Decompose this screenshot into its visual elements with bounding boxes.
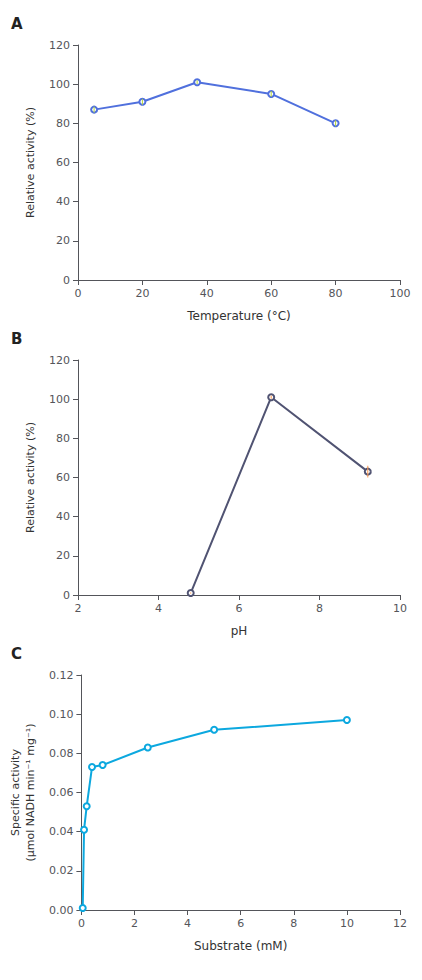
svg-text:B: B <box>11 330 22 348</box>
svg-text:Specific activity: Specific activity <box>9 749 22 836</box>
svg-text:10: 10 <box>393 602 407 615</box>
svg-text:0.02: 0.02 <box>49 864 74 877</box>
svg-text:0: 0 <box>78 917 85 930</box>
svg-text:pH: pH <box>231 624 248 638</box>
svg-text:120: 120 <box>49 354 70 367</box>
svg-text:80: 80 <box>56 432 70 445</box>
svg-text:8: 8 <box>290 917 297 930</box>
svg-text:0: 0 <box>75 287 82 300</box>
svg-text:60: 60 <box>264 287 278 300</box>
svg-text:4: 4 <box>155 602 162 615</box>
svg-text:10: 10 <box>340 917 354 930</box>
svg-text:20: 20 <box>56 234 70 247</box>
svg-text:60: 60 <box>56 471 70 484</box>
svg-text:Relative activity (%): Relative activity (%) <box>24 107 37 218</box>
svg-text:100: 100 <box>49 78 70 91</box>
svg-text:6: 6 <box>236 602 243 615</box>
svg-text:A: A <box>11 15 23 33</box>
svg-text:40: 40 <box>56 510 70 523</box>
svg-text:2: 2 <box>75 602 82 615</box>
svg-text:C: C <box>11 645 22 663</box>
svg-text:120: 120 <box>49 39 70 52</box>
svg-text:Temperature (°C): Temperature (°C) <box>186 309 291 323</box>
svg-text:80: 80 <box>329 287 343 300</box>
svg-text:20: 20 <box>56 549 70 562</box>
svg-text:100: 100 <box>49 393 70 406</box>
svg-text:Relative activity (%): Relative activity (%) <box>24 422 37 533</box>
svg-text:0.00: 0.00 <box>49 904 74 917</box>
svg-text:40: 40 <box>56 195 70 208</box>
svg-text:0: 0 <box>63 274 70 287</box>
svg-text:12: 12 <box>393 917 407 930</box>
svg-text:0.06: 0.06 <box>49 786 74 799</box>
svg-text:60: 60 <box>56 156 70 169</box>
svg-text:4: 4 <box>184 917 191 930</box>
svg-text:8: 8 <box>316 602 323 615</box>
svg-text:0.04: 0.04 <box>49 825 74 838</box>
svg-text:2: 2 <box>131 917 138 930</box>
svg-text:80: 80 <box>56 117 70 130</box>
svg-text:0.08: 0.08 <box>49 747 74 760</box>
svg-text:0.10: 0.10 <box>49 708 74 721</box>
svg-text:Substrate (mM): Substrate (mM) <box>194 939 287 953</box>
svg-text:40: 40 <box>200 287 214 300</box>
svg-text:0.12: 0.12 <box>49 669 74 682</box>
svg-text:20: 20 <box>135 287 149 300</box>
svg-text:(μmol NADH min⁻¹ mg⁻¹): (μmol NADH min⁻¹ mg⁻¹) <box>24 724 37 862</box>
svg-text:6: 6 <box>237 917 244 930</box>
svg-text:0: 0 <box>63 589 70 602</box>
svg-text:100: 100 <box>390 287 411 300</box>
